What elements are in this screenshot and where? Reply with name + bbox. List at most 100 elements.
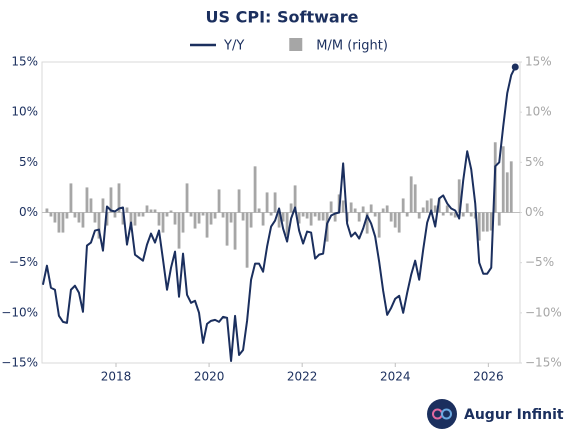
- bar: [305, 212, 309, 219]
- bar: [317, 212, 321, 221]
- bar: [157, 212, 161, 226]
- bar: [213, 212, 217, 219]
- bar: [49, 212, 53, 217]
- bar: [509, 161, 513, 213]
- bar: [145, 205, 149, 213]
- bar: [401, 198, 405, 213]
- bar: [501, 146, 505, 213]
- bar: [261, 212, 265, 226]
- bar: [113, 212, 117, 218]
- bar: [105, 212, 109, 226]
- bar: [469, 212, 473, 217]
- bar: [81, 212, 85, 228]
- bar: [445, 205, 449, 213]
- y2-tick-label: −5%: [525, 255, 554, 269]
- bar: [449, 212, 453, 216]
- x-tick-label: 2022: [287, 370, 318, 384]
- bar: [357, 212, 361, 222]
- legend-swatch: [289, 38, 303, 51]
- bar: [389, 212, 393, 222]
- y-tick-label: 10%: [11, 105, 38, 119]
- bar: [273, 192, 277, 213]
- bar: [217, 189, 221, 213]
- x-tick-label: 2020: [194, 370, 225, 384]
- y2-tick-label: −15%: [525, 356, 562, 370]
- y2-tick-label: −10%: [525, 305, 562, 319]
- bar: [149, 209, 153, 213]
- bar: [169, 210, 173, 213]
- y-tick-label: 15%: [11, 55, 38, 69]
- bar: [61, 212, 65, 233]
- bar: [301, 212, 305, 217]
- bar: [321, 212, 325, 221]
- x-tick-label: 2018: [101, 370, 132, 384]
- bar: [309, 212, 313, 226]
- y2-tick-label: 15%: [525, 55, 552, 69]
- legend-label: M/M (right): [316, 39, 388, 54]
- bar: [349, 202, 353, 213]
- bar: [241, 212, 245, 221]
- bar: [209, 212, 213, 225]
- line: [41, 66, 517, 362]
- bar: [313, 212, 317, 217]
- bar: [109, 187, 113, 213]
- bar: [201, 212, 205, 216]
- bar: [405, 212, 409, 217]
- bar: [373, 212, 377, 217]
- bar: [385, 205, 389, 213]
- bar: [121, 212, 125, 225]
- x-tick-label: 2024: [380, 370, 411, 384]
- bar: [421, 207, 425, 213]
- bar: [285, 212, 289, 236]
- bar: [397, 212, 401, 233]
- bar: [85, 187, 89, 213]
- bar: [341, 200, 345, 213]
- bar: [237, 189, 241, 213]
- y-tick-label: 0%: [19, 205, 38, 219]
- bar: [93, 212, 97, 223]
- bar: [69, 183, 73, 213]
- bar: [253, 166, 257, 213]
- bar: [161, 212, 165, 233]
- bar: [77, 212, 81, 223]
- bar: [73, 212, 77, 218]
- bar: [477, 212, 481, 241]
- bar: [289, 203, 293, 213]
- bar: [153, 209, 157, 213]
- bar: [65, 212, 69, 219]
- bar: [489, 212, 493, 231]
- bar: [293, 185, 297, 213]
- x-tick-label: 2026: [473, 370, 504, 384]
- brand: Augur Infinity: [464, 407, 564, 423]
- bar: [197, 212, 201, 224]
- bar: [165, 212, 169, 217]
- bar: [245, 212, 249, 268]
- bar: [353, 208, 357, 213]
- bar: [225, 212, 229, 246]
- bar: [297, 212, 301, 224]
- bar: [461, 212, 465, 217]
- bar: [409, 176, 413, 213]
- bar: [221, 212, 225, 218]
- bar: [129, 212, 133, 227]
- y-tick-label: −5%: [9, 255, 38, 269]
- bar: [277, 212, 281, 228]
- bar: [89, 198, 93, 213]
- bar: [413, 184, 417, 213]
- bar: [425, 200, 429, 213]
- y2-tick-label: 0%: [525, 205, 544, 219]
- bar: [381, 208, 385, 213]
- logo: Augur Infinity: [427, 399, 564, 429]
- bar: [485, 212, 489, 232]
- bar: [377, 212, 381, 238]
- y-tick-label: 5%: [19, 155, 38, 169]
- bar: [233, 212, 237, 250]
- bar: [137, 212, 141, 217]
- bar: [481, 212, 485, 232]
- bar: [269, 212, 273, 216]
- chart-title: US CPI: Software: [206, 8, 359, 27]
- bar: [281, 212, 285, 222]
- bar: [101, 198, 105, 213]
- bar: [189, 212, 193, 217]
- bar: [229, 212, 233, 223]
